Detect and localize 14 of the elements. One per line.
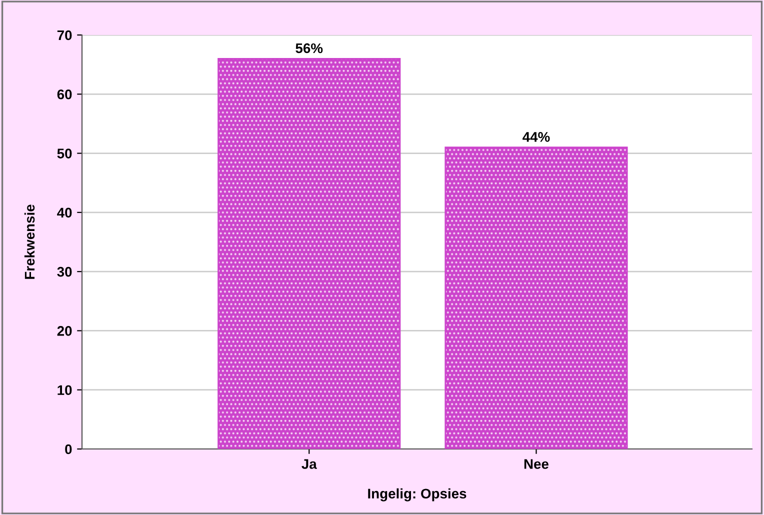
annotation: 44%: [522, 132, 550, 142]
y-tick-label: 20: [57, 326, 72, 336]
y-tick-label: 60: [57, 89, 72, 100]
y-tick-label: 50: [57, 148, 72, 158]
y-tick-label: 40: [57, 208, 72, 218]
annotation: 56%: [296, 43, 323, 54]
x-tick-label: Ja: [302, 459, 317, 469]
y-tick-label: 30: [57, 266, 72, 277]
x-axis-title: Ingelig: Opsies: [368, 488, 466, 502]
y-tick-label: 70: [57, 30, 72, 40]
y-tick-label: 10: [58, 385, 72, 396]
x-tick-label: Nee: [524, 459, 549, 469]
y-axis-title: Frekwensie: [24, 204, 35, 279]
y-tick-label: 0: [65, 444, 72, 454]
